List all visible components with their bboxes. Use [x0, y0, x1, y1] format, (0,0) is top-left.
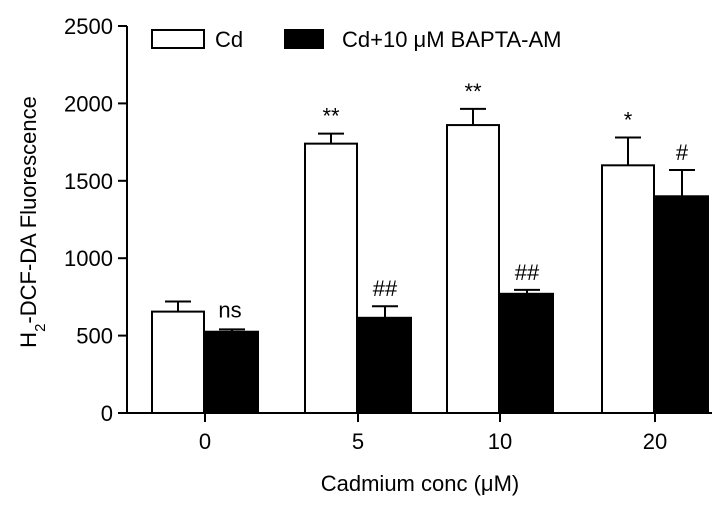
- bar: [601, 164, 655, 414]
- bar: [358, 316, 412, 415]
- bar: [151, 310, 205, 414]
- bar: [500, 292, 554, 414]
- y-axis: 0 500 1000 1500 2000 2500: [64, 14, 128, 426]
- significance-label: **: [322, 104, 340, 129]
- x-tick-label: 0: [199, 429, 211, 454]
- x-tick-label: 10: [488, 429, 512, 454]
- y-axis-title-sub: 2: [32, 324, 49, 332]
- y-tick-label: 1500: [64, 169, 113, 194]
- x-tick-label: 5: [352, 429, 364, 454]
- x-axis-title: Cadmium conc (μM): [321, 471, 519, 496]
- bar: [304, 142, 358, 414]
- y-tick-label: 0: [101, 401, 113, 426]
- significance-annotations: *****ns#####: [218, 79, 689, 323]
- legend-label: Cd: [215, 27, 243, 52]
- legend-swatch: [284, 29, 324, 49]
- legend: Cd Cd+10 μM BAPTA-AM: [151, 27, 562, 52]
- bar: [655, 195, 709, 414]
- x-tick-label: 20: [643, 429, 667, 454]
- significance-label: ##: [515, 260, 540, 285]
- bar: [205, 330, 259, 415]
- y-tick-label: 2000: [64, 91, 113, 116]
- bar: [446, 124, 500, 415]
- significance-label: ##: [373, 276, 398, 301]
- significance-label: #: [676, 140, 689, 165]
- y-tick-label: 1000: [64, 246, 113, 271]
- legend-swatch: [151, 29, 205, 49]
- bars: [151, 107, 709, 415]
- significance-label: *: [624, 107, 633, 132]
- significance-label: ns: [218, 298, 241, 323]
- y-tick-label: 2500: [64, 14, 113, 39]
- legend-label: Cd+10 μM BAPTA-AM: [342, 27, 562, 52]
- x-axis: 0 5 10 20: [127, 412, 712, 454]
- y-axis-title-pre: H: [16, 332, 41, 348]
- y-tick-label: 500: [76, 324, 113, 349]
- y-axis-title-post: -DCF-DA Fluorescence: [16, 96, 41, 323]
- y-axis-title: H2-DCF-DA Fluorescence: [16, 96, 49, 348]
- significance-label: **: [464, 79, 482, 104]
